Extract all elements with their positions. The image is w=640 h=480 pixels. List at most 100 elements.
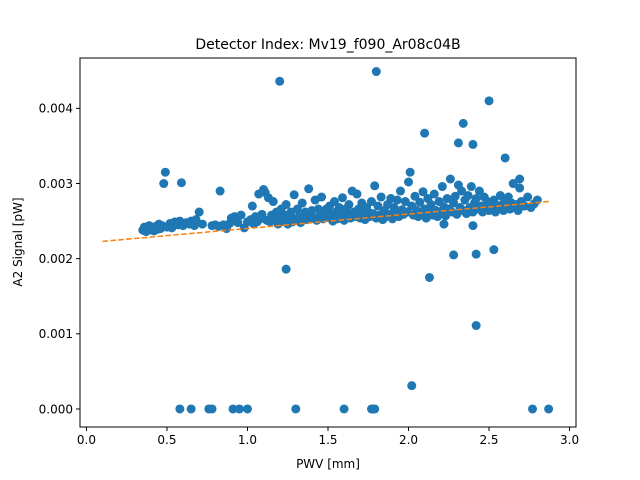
data-point <box>392 195 402 205</box>
y-tick-label: 0.003 <box>39 177 73 191</box>
data-point <box>236 210 246 220</box>
chart-title: Detector Index: Mv19_f090_Ar08c04B <box>195 37 460 53</box>
data-point <box>407 381 417 391</box>
data-point <box>268 197 278 207</box>
plot-area-frame <box>79 57 577 428</box>
data-point <box>337 193 347 203</box>
data-point <box>257 209 267 219</box>
data-point <box>191 215 201 225</box>
data-point <box>489 245 499 255</box>
data-point <box>429 189 439 199</box>
data-point <box>523 192 533 202</box>
data-point <box>458 118 468 128</box>
data-point <box>528 404 538 414</box>
data-point <box>466 182 476 192</box>
data-point <box>418 187 428 197</box>
data-point <box>495 191 505 201</box>
y-axis-label: A2 Signal [pW] <box>11 197 25 286</box>
data-point <box>513 206 523 216</box>
data-point <box>304 184 314 194</box>
x-tick-label: 1.0 <box>238 433 257 447</box>
data-point <box>471 321 481 331</box>
data-point <box>194 207 204 217</box>
y-tick-label: 0.001 <box>39 327 73 341</box>
data-point <box>468 139 478 149</box>
data-point <box>339 404 349 414</box>
data-point <box>370 181 380 191</box>
data-point <box>275 76 285 86</box>
x-tick-label: 1.5 <box>318 433 337 447</box>
data-point <box>405 167 415 177</box>
x-tick-label: 2.5 <box>479 433 498 447</box>
data-point <box>471 194 481 204</box>
x-tick-label: 3.0 <box>560 433 579 447</box>
data-point <box>544 404 554 414</box>
data-point <box>366 197 376 207</box>
data-point <box>291 404 301 414</box>
y-axis-ticks: 0.000 0.001 0.002 0.003 0.004 <box>39 102 80 416</box>
data-point <box>426 200 436 210</box>
data-point <box>373 201 383 211</box>
data-point <box>508 179 518 189</box>
data-point <box>228 404 238 414</box>
data-point <box>371 67 381 77</box>
data-point <box>197 219 207 229</box>
fit-line-layer <box>102 200 549 243</box>
data-point <box>450 191 460 201</box>
data-point <box>449 250 459 260</box>
x-axis-ticks: 0.0 0.5 1.0 1.5 2.0 2.5 3.0 <box>77 427 579 447</box>
data-point <box>515 174 525 184</box>
data-point <box>281 264 291 274</box>
data-point <box>453 138 463 148</box>
data-point <box>317 192 327 202</box>
data-point <box>400 197 410 207</box>
data-point <box>437 182 447 192</box>
data-point <box>449 198 459 208</box>
x-tick-label: 0.0 <box>77 433 96 447</box>
data-point <box>500 153 510 163</box>
x-axis-label: PWV [mm] <box>296 457 360 471</box>
data-point <box>484 96 494 106</box>
data-point <box>207 404 217 414</box>
data-point <box>410 191 420 201</box>
data-point <box>297 198 307 208</box>
x-tick-label: 2.0 <box>399 433 418 447</box>
data-point <box>352 189 362 199</box>
data-point <box>445 174 455 184</box>
data-point <box>233 218 243 228</box>
data-point <box>292 204 302 214</box>
data-point <box>234 404 244 414</box>
data-point <box>344 200 354 210</box>
data-point <box>515 183 525 193</box>
y-tick-label: 0.002 <box>39 252 73 266</box>
data-point <box>439 219 449 229</box>
data-point <box>329 197 339 207</box>
y-tick-label: 0.000 <box>39 402 73 416</box>
data-point <box>289 190 299 200</box>
data-point <box>424 272 434 282</box>
data-point <box>281 200 291 210</box>
data-point <box>442 194 452 204</box>
data-point <box>159 179 169 189</box>
data-point <box>457 186 467 196</box>
data-point <box>420 128 430 138</box>
x-tick-label: 0.5 <box>157 433 176 447</box>
data-point <box>247 201 257 211</box>
data-point <box>474 186 484 196</box>
data-point <box>404 177 414 187</box>
data-point <box>215 186 225 196</box>
data-point <box>468 221 478 231</box>
data-point <box>376 192 386 202</box>
data-point <box>415 197 425 207</box>
data-point <box>176 178 186 188</box>
data-point <box>175 404 185 414</box>
data-point <box>370 404 380 414</box>
fit-line <box>102 200 549 243</box>
data-point <box>463 191 473 201</box>
data-point <box>186 404 196 414</box>
data-point <box>160 167 170 177</box>
data-point <box>471 249 481 259</box>
data-points <box>138 67 554 414</box>
data-point <box>242 404 252 414</box>
